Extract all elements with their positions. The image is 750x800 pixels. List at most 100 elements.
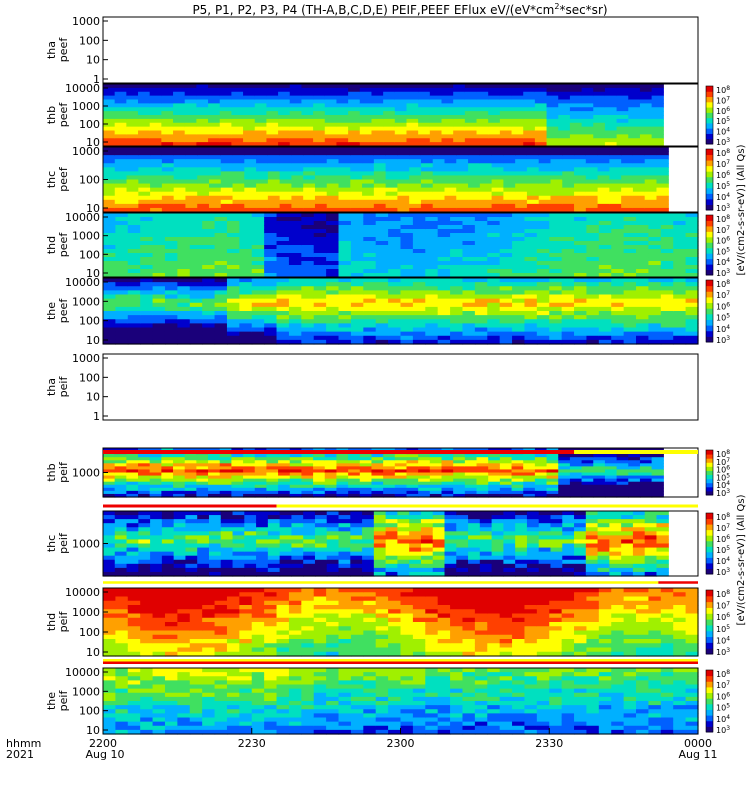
- heatmap-cell: [301, 99, 314, 104]
- heatmap-cell: [103, 331, 116, 337]
- heatmap-cell: [348, 478, 361, 483]
- heatmap-cell: [468, 535, 481, 541]
- heatmap-cell: [536, 253, 550, 258]
- heatmap-cell: [189, 319, 203, 324]
- heatmap-cell: [534, 484, 548, 489]
- heatmap-cell: [220, 163, 234, 168]
- heatmap-cell: [673, 290, 687, 296]
- heatmap-cell: [173, 519, 187, 524]
- heatmap-cell: [597, 551, 610, 557]
- heatmap-cell: [338, 207, 351, 213]
- heatmap-cell: [604, 122, 618, 128]
- heatmap-cell: [468, 539, 481, 545]
- heatmap-cell: [173, 87, 186, 93]
- heatmap-cell: [450, 229, 464, 234]
- heatmap-cell: [338, 547, 351, 553]
- heatmap-cell: [623, 273, 637, 278]
- heatmap-cell: [523, 472, 536, 477]
- heatmap-cell: [462, 315, 476, 320]
- heatmap-cell: [444, 543, 457, 549]
- heatmap-cell: [476, 95, 489, 101]
- heatmap-cell: [611, 217, 625, 222]
- heatmap-cell: [301, 126, 314, 132]
- heatmap-cell: [660, 327, 674, 333]
- heatmap-cell: [214, 600, 228, 606]
- heatmap-cell: [288, 588, 302, 593]
- heatmap-cell: [114, 539, 128, 545]
- heatmap-cell: [338, 519, 351, 524]
- heatmap-cell: [359, 448, 373, 452]
- heatmap-cell: [632, 175, 646, 181]
- heatmap-cell: [574, 323, 588, 329]
- heatmap-cell: [487, 241, 501, 246]
- heatmap-cell: [362, 159, 375, 164]
- heatmap-cell: [149, 95, 162, 101]
- heatmap-cell: [383, 463, 396, 467]
- heatmap-cell: [264, 626, 278, 632]
- heatmap-cell: [609, 535, 622, 541]
- heatmap-cell: [526, 187, 540, 193]
- heatmap-cell: [126, 134, 139, 139]
- heatmap-cell: [196, 142, 209, 147]
- heatmap-cell: [526, 535, 540, 541]
- heatmap-cell: [476, 490, 489, 495]
- heatmap-cell: [173, 493, 186, 498]
- heatmap-cell: [152, 273, 166, 278]
- heatmap-cell: [288, 306, 302, 312]
- heatmap-cell: [581, 99, 594, 104]
- heatmap-cell: [152, 596, 166, 602]
- heatmap-cell: [524, 278, 538, 283]
- heatmap-cell: [244, 159, 257, 164]
- heatmap-cell: [208, 126, 221, 132]
- heatmap-cell: [350, 319, 364, 324]
- heatmap-cell: [462, 311, 476, 316]
- heatmap-cell: [324, 95, 338, 101]
- heatmap-cell: [149, 91, 162, 97]
- heatmap-cell: [437, 298, 451, 304]
- heatmap-cell: [388, 286, 402, 291]
- heatmap-cell: [418, 107, 431, 112]
- heatmap-cell: [161, 151, 175, 156]
- heatmap-cell: [177, 588, 191, 593]
- heatmap-cell: [499, 448, 513, 452]
- heatmap-cell: [418, 138, 431, 143]
- heatmap-cell: [232, 559, 245, 565]
- heatmap-cell: [503, 207, 516, 213]
- heatmap-cell: [219, 111, 232, 116]
- heatmap-cell: [138, 511, 151, 516]
- heatmap-cell: [450, 225, 464, 230]
- heatmap-cell: [350, 535, 363, 541]
- heatmap-cell: [561, 311, 575, 316]
- heatmap-cell: [561, 249, 575, 254]
- heatmap-cell: [581, 475, 594, 480]
- heatmap-cell: [561, 261, 575, 266]
- heatmap-cell: [420, 187, 434, 193]
- heatmap-cell: [208, 523, 222, 528]
- heatmap-cell: [103, 596, 116, 602]
- heatmap-cell: [140, 609, 154, 615]
- heatmap-cell: [313, 463, 326, 467]
- heatmap-cell: [313, 630, 327, 636]
- heatmap-cell: [350, 294, 364, 300]
- heatmap-cell: [239, 315, 253, 320]
- heatmap-cell: [479, 527, 493, 532]
- heatmap-cell: [152, 213, 166, 218]
- heatmap-cell: [491, 539, 504, 545]
- heatmap-cell: [208, 130, 221, 135]
- heatmap-cell: [632, 191, 646, 197]
- heatmap-cell: [375, 311, 389, 316]
- heatmap-cell: [524, 282, 538, 287]
- heatmap-cell: [660, 237, 674, 242]
- heatmap-cell: [185, 547, 198, 553]
- heatmap-cell: [254, 138, 268, 143]
- heatmap-cell: [462, 269, 476, 274]
- heatmap-cell: [149, 115, 162, 120]
- heatmap-cell: [621, 563, 634, 569]
- heatmap-cell: [350, 335, 364, 341]
- heatmap-cell: [127, 596, 141, 602]
- heatmap-cell: [326, 167, 340, 172]
- heatmap-cell: [231, 484, 244, 489]
- heatmap-cell: [140, 327, 154, 333]
- heatmap-cell: [523, 122, 536, 128]
- heatmap-cell: [336, 475, 349, 480]
